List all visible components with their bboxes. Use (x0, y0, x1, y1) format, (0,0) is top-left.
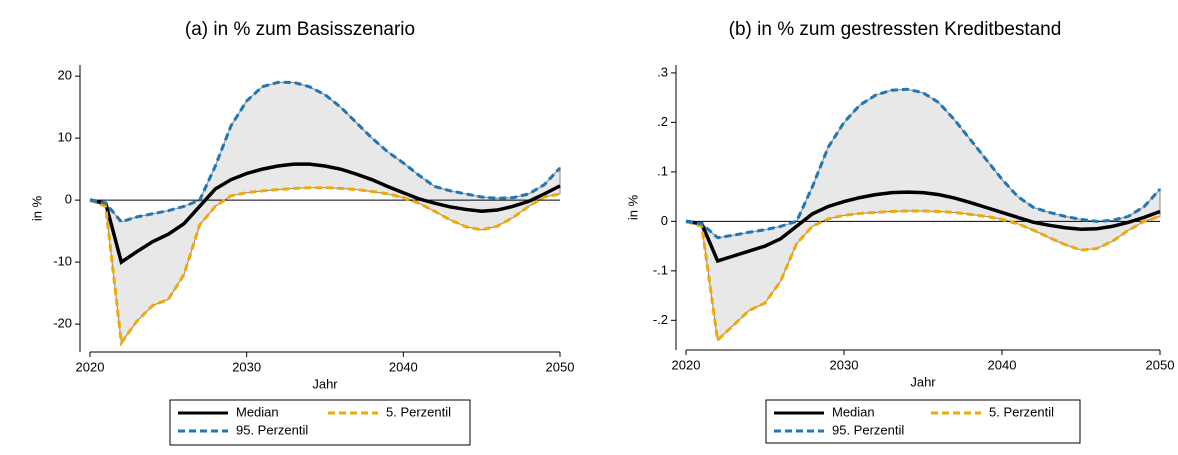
legend-label: Median (236, 404, 279, 419)
legend-label: 95. Perzentil (236, 422, 308, 437)
x-axis-label: Jahr (312, 376, 338, 391)
x-tick-label: 2020 (76, 359, 105, 374)
legend-box (169, 399, 471, 446)
x-tick-label: 2030 (830, 357, 859, 372)
legend-label: 5. Perzentil (989, 404, 1054, 419)
series-line (89, 162, 561, 265)
series-line (685, 87, 1162, 240)
x-axis-label: Jahr (910, 374, 936, 389)
y-tick-label: .3 (657, 64, 668, 79)
series-line (685, 190, 1161, 264)
y-tick-label: 0 (65, 192, 72, 207)
x-tick-label: 2050 (546, 359, 575, 374)
x-tick-label: 2050 (1146, 357, 1175, 372)
percentile-band (685, 88, 1161, 342)
legend-label: 5. Perzentil (386, 404, 451, 419)
legend-label: Median (832, 404, 875, 419)
y-tick-label: 0 (661, 213, 668, 228)
y-tick-label: 10 (58, 130, 72, 145)
chart-title: (b) in % zum gestressten Kreditbestand (729, 19, 1062, 40)
y-tick-label: .2 (657, 114, 668, 129)
x-tick-label: 2040 (988, 357, 1017, 372)
series-line (89, 80, 562, 224)
y-tick-label: -20 (53, 316, 72, 331)
y-tick-label: -10 (53, 254, 72, 269)
series-line (685, 209, 1161, 344)
x-tick-label: 2040 (389, 359, 418, 374)
legend-label: 95. Perzentil (832, 422, 904, 437)
y-axis-label: in % (29, 195, 44, 221)
x-tick-label: 2020 (672, 357, 701, 372)
y-tick-label: -.1 (653, 262, 668, 277)
y-axis-label: in % (625, 194, 640, 220)
y-tick-label: -.2 (653, 312, 668, 327)
x-tick-label: 2030 (232, 359, 261, 374)
chart-title: (a) in % zum Basisszenario (185, 19, 415, 40)
legend-box (765, 399, 1081, 444)
y-tick-label: 20 (58, 68, 72, 83)
y-tick-label: .1 (657, 163, 668, 178)
